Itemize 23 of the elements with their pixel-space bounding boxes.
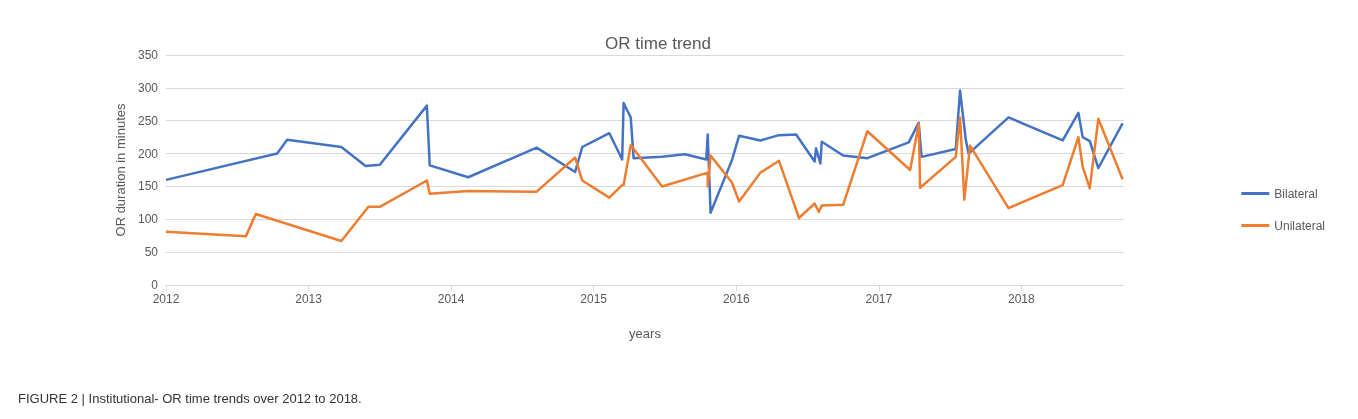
x-tick-label: 2012	[152, 292, 180, 306]
x-tick-label: 2016	[722, 292, 750, 306]
x-tick-label: 2013	[295, 292, 323, 306]
x-axis-title: years	[629, 326, 662, 341]
y-tick-label: 50	[144, 245, 159, 260]
y-tick-label: 150	[137, 179, 159, 194]
x-tick-label: 2014	[437, 292, 465, 306]
x-tick-label: 2018	[1008, 292, 1036, 306]
y-tick-label: 250	[137, 113, 159, 128]
chart-title: OR time trend	[605, 34, 711, 53]
y-axis-title: OR duration in minutes	[113, 103, 129, 237]
legend-label: Bilateral	[1274, 186, 1318, 201]
x-tick-label: 2015	[580, 292, 608, 306]
y-tick-label: 100	[137, 212, 159, 227]
y-tick-label: 200	[137, 146, 159, 161]
y-tick-label: 350	[137, 48, 159, 62]
line-series	[164, 89, 1124, 214]
y-tick-label: 300	[137, 80, 159, 95]
legend-label: Unilateral	[1274, 218, 1326, 233]
y-tick-label: 0	[151, 278, 159, 292]
caption: FIGURE 2 | Institutional- OR time trends over 2012 to 2018.	[18, 391, 362, 406]
x-tick-label: 2017	[865, 292, 893, 306]
line-series	[164, 116, 1124, 243]
